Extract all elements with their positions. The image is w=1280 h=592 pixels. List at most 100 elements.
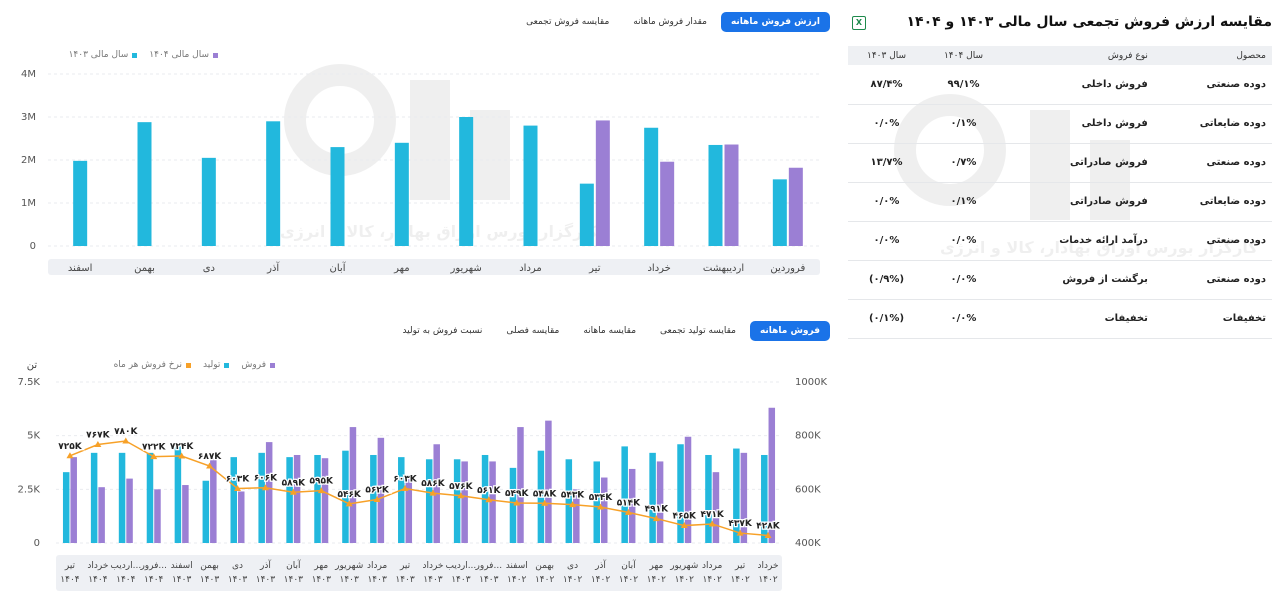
cell-sale-type: درآمد ارائه خدمات [1001,221,1154,261]
sales-bar [740,452,748,543]
top-legend-item[interactable]: سال مالی ۱۴۰۴ [149,50,218,60]
x-tick-year: ۱۴۰۲ [619,575,639,585]
x-tick-label: آبان [330,261,347,274]
cell-1404: ۰/۷% [925,143,1002,183]
sales-rate-point [401,485,409,492]
cell-1404: ۰/۰% [925,260,1002,300]
bar-1403 [644,127,659,246]
sales-rate-data-label: ۵۶۲K [365,486,389,496]
sales-rate-data-label: ۷۶۷K [86,431,110,441]
bottom-tab-1[interactable]: مقایسه تولید تجمعی [660,326,736,336]
bar-1403 [266,121,281,246]
bar-1404 [595,120,610,246]
sales-rate-point [373,496,381,503]
bottom-legend-item[interactable]: تولید [203,360,230,370]
legend-label: نرخ فروش هر ماه [113,360,183,370]
x-tick-label: شهریور [450,263,482,274]
x-tick-month: آذر [594,559,606,571]
cell-product: دوده ضایعاتی [1153,104,1272,144]
x-tick-month: مرداد [367,561,387,571]
x-tick-month: اسفند [506,561,528,571]
x-tick-month: دی [232,561,243,571]
y-left-tick-label: 7.5K [18,377,41,388]
sales-bar [768,407,776,543]
bottom-legend-item[interactable]: نرخ فروش هر ماه [113,360,192,370]
production-bar [621,446,628,543]
y-right-tick-label: 800K [795,431,821,442]
x-tick-month: مرداد [702,561,722,571]
y-left-tick-label: 0 [34,538,40,549]
x-axis-band [48,259,820,275]
cell-1403: (۰/۹%) [848,260,925,300]
x-tick-month: فرور... [475,561,503,571]
bottom-tab-3[interactable]: مقایسه فصلی [506,326,560,336]
header-product[interactable]: محصول [1153,46,1272,65]
cell-sale-type: فروش داخلی [1001,104,1154,144]
x-tick-label: بهمن [134,263,155,274]
x-tick-label: آذر [266,261,280,274]
sales-rate-data-label: ۵۴۹K [505,489,529,499]
bottom-tab-2[interactable]: مقایسه ماهانه [583,326,637,336]
cell-product: دوده صنعتی [1153,221,1272,261]
cell-1404: ۰/۱% [925,104,1002,144]
excel-export-icon[interactable]: X [852,16,866,30]
x-tick-year: ۱۴۰۴ [88,575,108,585]
sales-rate-point [234,485,241,492]
x-tick-month: آبان [286,559,301,571]
sales-rate-data-label: ۴۹۱K [645,505,669,515]
x-tick-year: ۱۴۰۳ [367,575,387,585]
sales-rate-data-label: ۵۸۹K [282,478,306,488]
x-tick-year: ۱۴۰۲ [730,575,750,585]
legend-label: سال مالی ۱۴۰۴ [149,50,209,60]
sales-rate-point [178,452,186,459]
x-tick-label: اردیبهشت [703,263,744,274]
table-row: دوده صنعتی درآمد ارائه خدمات ۰/۰% ۰/۰% [848,221,1272,261]
legend-label: تولید [203,360,221,370]
production-bar [425,459,433,543]
bottom-tab-0[interactable]: فروش ماهانه [749,321,830,341]
bottom-legend-item[interactable]: فروش [241,360,275,370]
sales-rate-data-label: ۴۶۵K [673,512,697,522]
table-row: دوده صنعتی برگشت از فروش ۰/۰% (۰/۹%) [848,260,1272,300]
x-tick-month: اسفند [171,561,193,571]
sales-bar [712,472,720,543]
bottom-tab-4[interactable]: نسبت فروش به تولید [402,326,483,336]
top-tab-2[interactable]: مقایسه فروش تجمعی [526,17,610,27]
bottom-chart-tabs: فروش ماهانه مقایسه تولید تجمعی مقایسه ماها… [392,321,830,341]
production-bar [761,454,768,543]
legend-swatch [224,362,230,368]
x-tick-month: بهمن [200,561,219,571]
legend-swatch [132,52,138,58]
sales-bar [321,458,329,543]
x-tick-month: تیر [64,561,76,571]
y-right-tick-label: 400K [795,538,821,549]
top-tab-0[interactable]: ارزش فروش ماهانه [720,12,830,32]
production-bar [62,472,70,543]
bar-1403 [73,160,88,246]
bar-1403 [772,179,787,246]
y-left-tick-label: 5K [27,431,40,442]
sales-bar [182,485,189,543]
legend-label: فروش [241,360,266,370]
sales-rate-point [513,499,521,506]
sales-rate-point [345,500,353,507]
top-legend-item[interactable]: سال مالی ۱۴۰۳ [69,50,138,60]
cell-1403: ۰/۰% [848,104,925,144]
sales-rate-point [457,492,465,499]
production-bar [118,452,126,543]
cell-1403: ۰/۰% [848,182,925,222]
header-sale-type[interactable]: نوع فروش [1001,46,1154,65]
header-year-1404[interactable]: سال ۱۴۰۴ [925,46,1002,65]
sales-bar [545,420,552,543]
cell-sale-type: فروش صادراتی [1001,182,1154,222]
production-bar [286,457,293,543]
x-tick-month: آبان [621,559,636,571]
bar-1403 [708,144,723,246]
x-tick-year: ۱۴۰۳ [200,575,220,585]
header-year-1403[interactable]: سال ۱۴۰۳ [848,46,925,65]
x-tick-year: ۱۴۰۲ [675,575,695,585]
cell-1404: ۰/۰% [925,299,1002,339]
sales-bar [238,491,245,543]
summary-header-row: محصول نوع فروش سال ۱۴۰۴ سال ۱۴۰۳ [848,46,1272,65]
top-tab-1[interactable]: مقدار فروش ماهانه [633,17,707,27]
